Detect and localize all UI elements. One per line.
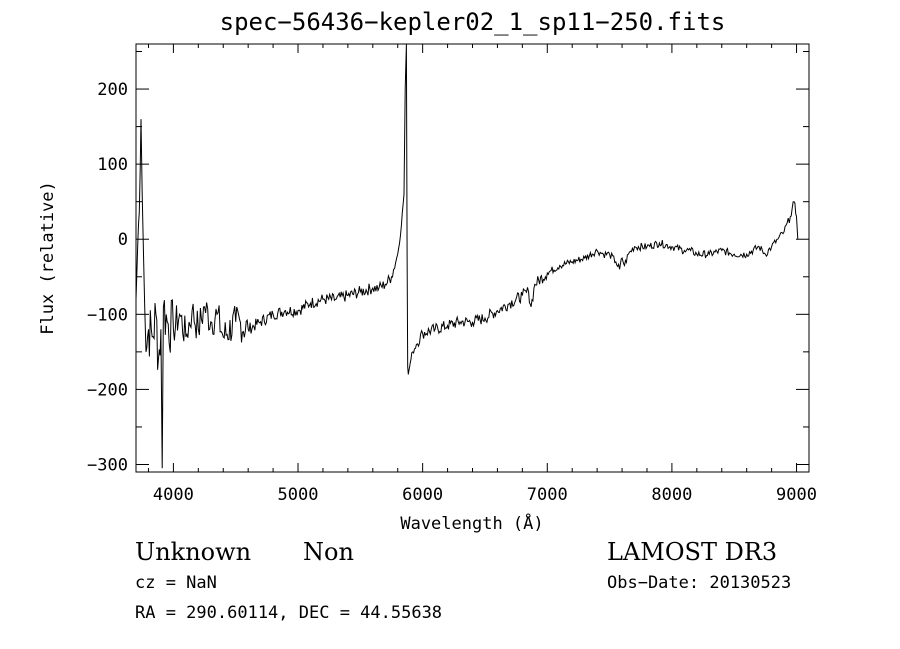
y-tick-label: −200 — [87, 380, 128, 400]
x-tick-label: 9000 — [776, 485, 817, 505]
x-tick-label: 6000 — [402, 485, 443, 505]
x-tick-label: 5000 — [278, 485, 319, 505]
x-ticks: 4000 5000 6000 7000 8000 9000 — [147, 44, 817, 505]
y-tick-label: −300 — [87, 455, 128, 475]
y-tick-label: 200 — [97, 80, 128, 100]
x-tick-label: 7000 — [527, 485, 568, 505]
redshift-label: cz = NaN — [135, 573, 217, 593]
flux-series-line — [135, 43, 799, 469]
coordinates-label: RA = 290.60114, DEC = 44.55638 — [135, 603, 443, 623]
y-tick-label: 0 — [118, 230, 128, 250]
y-ticks: −300 −200 −100 0 100 200 — [87, 51, 809, 475]
plot-frame — [135, 43, 810, 473]
x-axis-label: Wavelength (Å) — [400, 512, 543, 534]
survey-label: LAMOST DR3 — [607, 538, 778, 566]
obs-date-label: Obs−Date: 20130523 — [607, 573, 792, 593]
y-tick-label: 100 — [97, 155, 128, 175]
object-class-label: Unknown — [135, 538, 252, 566]
chart-title: spec−56436−kepler02_1_sp11−250.fits — [219, 8, 726, 36]
y-axis-label: Flux (relative) — [38, 181, 58, 335]
x-tick-label: 4000 — [153, 485, 194, 505]
object-subclass-label: Non — [303, 538, 354, 566]
x-tick-label: 8000 — [651, 485, 692, 505]
y-tick-label: −100 — [87, 305, 128, 325]
